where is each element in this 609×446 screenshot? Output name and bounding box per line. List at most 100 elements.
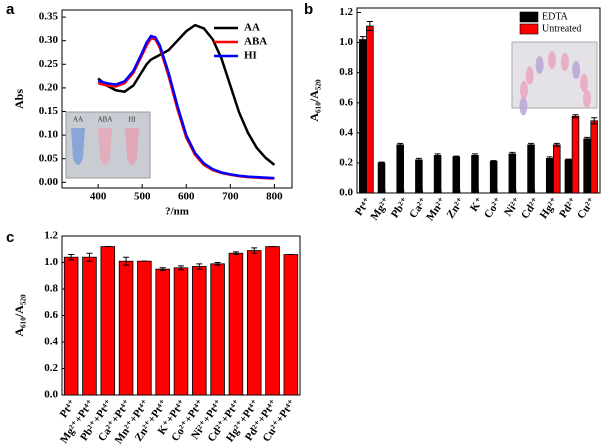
error-bar xyxy=(415,157,422,162)
y-tick-label: 0.15 xyxy=(39,105,59,117)
error-bar xyxy=(471,153,478,158)
bar xyxy=(471,154,479,194)
inset-tube xyxy=(582,89,591,108)
y-tick-label: 0.05 xyxy=(39,152,59,164)
bar xyxy=(583,138,591,194)
bar xyxy=(545,158,554,194)
legend-label: HI xyxy=(244,50,257,62)
error-bar xyxy=(434,153,441,158)
legend-label: Untreated xyxy=(542,23,581,34)
error-bar xyxy=(528,142,535,147)
y-tick-label: 0.2 xyxy=(339,156,353,168)
y-tick-label: 0.0 xyxy=(339,187,353,199)
bar xyxy=(366,25,374,194)
y-tick-label: 0.30 xyxy=(39,34,59,46)
y-tick-label: 0.4 xyxy=(339,126,353,138)
bar xyxy=(137,260,152,396)
bar xyxy=(228,252,244,396)
y-tick-label: 0.8 xyxy=(44,283,58,295)
bar xyxy=(489,161,498,194)
legend-swatch xyxy=(519,23,539,35)
x-tick-label: Cd²⁺ xyxy=(519,195,542,221)
axes-frame xyxy=(61,9,293,189)
bar xyxy=(452,156,461,194)
error-bar xyxy=(178,265,184,271)
inset-tube xyxy=(535,55,544,74)
y-tick-label: 1.2 xyxy=(339,6,353,18)
error-bar xyxy=(123,256,130,266)
error-bar xyxy=(397,142,404,147)
error-bar xyxy=(359,36,366,44)
x-tick-label: 700 xyxy=(222,191,239,203)
error-bar xyxy=(196,263,203,270)
y-axis-label: Abs xyxy=(12,89,26,109)
x-tick-label: Pd²⁺ xyxy=(557,195,580,220)
x-tick-label: Zn²⁺ xyxy=(445,195,468,221)
bar xyxy=(265,246,280,396)
inset-label: ABA xyxy=(98,116,113,124)
x-tick-label: 500 xyxy=(134,191,151,203)
inset-tube xyxy=(520,81,529,100)
x-tick-label: Hg²⁺ xyxy=(538,195,561,221)
x-axis-label: ?/nm xyxy=(165,206,189,218)
error-bar xyxy=(546,156,553,161)
panel-label: b xyxy=(304,1,313,18)
inset-tube xyxy=(519,97,528,116)
bar xyxy=(553,144,561,194)
bar xyxy=(118,260,134,396)
bar xyxy=(377,162,386,194)
bar xyxy=(415,159,423,194)
bar xyxy=(564,159,573,194)
inset-tube xyxy=(547,51,556,70)
inset-tube xyxy=(98,128,112,165)
y-tick-label: 0.2 xyxy=(44,362,58,374)
y-axis-label: A₆₁₀/A₅₂₀ xyxy=(12,294,26,337)
x-tick-label: Cu²⁺ xyxy=(575,195,598,221)
bar xyxy=(396,144,404,194)
bar xyxy=(433,154,442,194)
error-bar xyxy=(251,247,258,254)
legend-swatch xyxy=(519,11,539,23)
bar xyxy=(210,263,225,396)
y-tick-label: 0.6 xyxy=(339,96,353,108)
bar xyxy=(100,246,116,396)
inset-label: AA xyxy=(73,116,83,124)
error-bar xyxy=(214,262,221,266)
error-bar xyxy=(572,114,579,119)
legend-label: AA xyxy=(244,22,260,34)
panel-label: c xyxy=(6,229,14,246)
x-tick-label: 600 xyxy=(178,191,195,203)
inset-tube xyxy=(560,52,569,71)
x-tick-label: 400 xyxy=(90,191,107,203)
inset-tube xyxy=(125,128,139,165)
y-tick-label: 0.6 xyxy=(44,309,58,321)
x-tick-label: Mn²⁺ xyxy=(424,195,449,223)
error-bar xyxy=(232,251,239,256)
x-tick-label: Pb²⁺ xyxy=(389,195,412,220)
error-bar xyxy=(509,151,516,156)
error-bar xyxy=(553,142,560,147)
error-bar xyxy=(159,267,166,271)
y-tick-label: 1.0 xyxy=(339,36,353,48)
y-tick-label: 0.35 xyxy=(39,11,59,23)
error-bar xyxy=(378,161,385,165)
bar xyxy=(173,267,189,396)
error-bar xyxy=(86,252,93,262)
series-line xyxy=(97,34,275,180)
bar xyxy=(192,266,207,396)
y-axis-label: A₆₁₀/A₅₂₀ xyxy=(307,79,321,122)
y-tick-label: 0.20 xyxy=(39,81,59,93)
error-bar xyxy=(366,21,373,32)
y-tick-label: 0.00 xyxy=(39,176,59,188)
bar xyxy=(82,256,97,396)
x-tick-label: Mg²⁺ xyxy=(368,195,392,223)
bar xyxy=(590,120,598,194)
error-bar xyxy=(584,136,591,141)
bar xyxy=(63,256,79,396)
error-bar xyxy=(453,155,460,159)
bar xyxy=(246,250,262,396)
x-tick-label: 800 xyxy=(266,191,283,203)
inset-tube xyxy=(572,60,581,79)
bar xyxy=(508,153,517,194)
